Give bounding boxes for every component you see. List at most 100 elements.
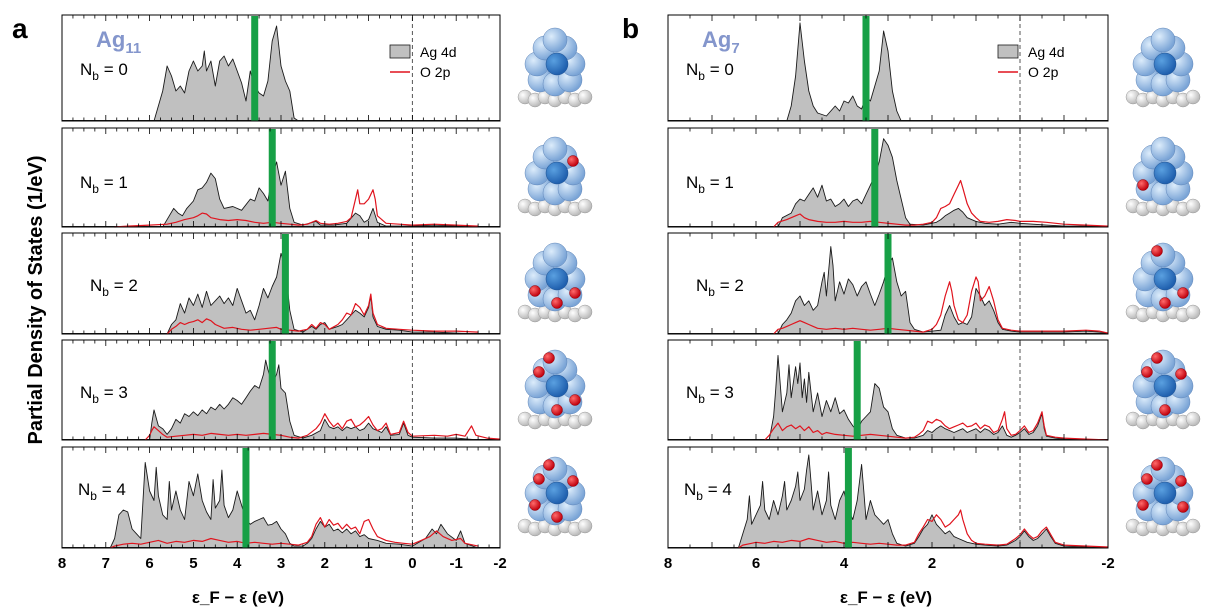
- dos-subplot: Nb = 3: [61, 339, 501, 441]
- o-atom: [551, 297, 563, 309]
- cluster-name: Ag11: [96, 27, 141, 57]
- o-atom: [1177, 501, 1189, 513]
- nb-label: Nb = 1: [686, 173, 734, 196]
- x-tick-label: 1: [364, 555, 372, 572]
- cluster-model: [517, 242, 593, 323]
- ag-atom: [542, 27, 568, 53]
- o-2p-line: [109, 517, 479, 549]
- d-band-center-marker: [268, 341, 276, 440]
- nb-label-n: N: [684, 480, 696, 499]
- o-atom: [543, 459, 555, 471]
- cluster-model: [517, 27, 593, 108]
- x-tick-label: 4: [840, 555, 849, 572]
- nb-label: Nb = 3: [80, 383, 128, 406]
- ag-4d-area: [777, 138, 1109, 228]
- cluster-model: [1125, 136, 1201, 217]
- cluster-model: [517, 349, 593, 430]
- o-atom: [1175, 368, 1187, 380]
- nb-label-value: = 4: [97, 480, 126, 499]
- nb-label-sub: b: [90, 489, 97, 503]
- cluster-model: [517, 456, 593, 537]
- nb-label-sub: b: [92, 182, 99, 196]
- o-atom: [1137, 179, 1149, 191]
- surface-atom: [577, 411, 593, 427]
- ag-atom-center: [545, 374, 569, 398]
- ag-4d-area: [109, 462, 479, 549]
- nb-label-n: N: [80, 383, 92, 402]
- ag-atom: [1150, 136, 1176, 162]
- o-atom: [551, 404, 563, 416]
- o-atom: [543, 352, 555, 364]
- x-tick-label: 3: [277, 555, 285, 572]
- nb-label: Nb = 3: [686, 383, 734, 406]
- o-atom: [567, 155, 579, 167]
- surface-atom: [1185, 198, 1201, 214]
- x-tick-label: 6: [145, 555, 153, 572]
- dos-subplot: Nb = 2: [667, 232, 1109, 335]
- cluster-model: [517, 136, 593, 217]
- ag-4d-area: [777, 246, 1109, 335]
- nb-label-n: N: [78, 480, 90, 499]
- x-tick-label: 0: [1016, 555, 1024, 572]
- ag-atom: [542, 136, 568, 162]
- legend-o-label: O 2p: [420, 64, 451, 80]
- dos-subplot: Nb = 3: [667, 339, 1109, 441]
- nb-label-n: N: [686, 383, 698, 402]
- nb-label-value: = 2: [715, 276, 744, 295]
- o-atom: [1151, 459, 1163, 471]
- o-2p-line: [144, 413, 501, 441]
- ag-atom: [542, 242, 568, 268]
- o-atom: [533, 473, 545, 485]
- surface-atom: [577, 89, 593, 105]
- nb-label-sub: b: [698, 69, 705, 83]
- ag-atom-center: [545, 161, 569, 185]
- nb-label-value: = 0: [705, 60, 734, 79]
- nb-label: Nb = 1: [80, 173, 128, 196]
- o-atom: [1141, 366, 1153, 378]
- ag-atom-center: [1153, 161, 1177, 185]
- legend-ag-label: Ag 4d: [420, 44, 457, 60]
- nb-label-sub: b: [698, 182, 705, 196]
- x-tick-label: 4: [233, 555, 242, 572]
- cluster-name-sub: 11: [125, 40, 141, 57]
- o-atom: [1151, 245, 1163, 257]
- x-tick-label: 6: [752, 555, 760, 572]
- surface-atom: [1185, 411, 1201, 427]
- o-atom: [569, 394, 581, 406]
- surface-atom: [1185, 518, 1201, 534]
- ag-atom-center: [545, 52, 569, 76]
- nb-label-n: N: [686, 60, 698, 79]
- dos-subplot: Nb = 0 Ag7 Ag 4d O 2p: [667, 14, 1109, 122]
- cluster-model: [1125, 27, 1201, 108]
- d-band-center-marker: [844, 448, 852, 548]
- dos-subplot: Nb = 1: [667, 127, 1109, 228]
- cluster-model: [1125, 349, 1201, 430]
- x-tick-label: 8: [664, 555, 672, 572]
- o-atom: [1159, 297, 1171, 309]
- nb-label: Nb = 2: [696, 276, 744, 299]
- surface-atom: [577, 304, 593, 320]
- nb-label-n: N: [90, 276, 102, 295]
- ag-atom: [1150, 27, 1176, 53]
- ag-4d-area: [149, 359, 479, 441]
- o-atom: [551, 511, 563, 523]
- nb-label-value: = 1: [705, 173, 734, 192]
- cluster-name-base: Ag: [96, 27, 125, 52]
- nb-label-sub: b: [708, 285, 715, 299]
- o-atom: [1175, 475, 1187, 487]
- o-atom: [567, 475, 579, 487]
- d-band-center-marker: [884, 234, 892, 334]
- nb-label-sub: b: [102, 285, 109, 299]
- cluster-images: [517, 27, 1201, 537]
- o-2p-line: [764, 411, 1109, 441]
- ag-4d-area: [153, 25, 299, 122]
- surface-atom: [577, 198, 593, 214]
- dos-subplot: Nb = 1: [61, 127, 501, 228]
- y-axis-label: Partial Density of States (1/eV): [25, 156, 47, 445]
- nb-label-n: N: [80, 60, 92, 79]
- cluster-model: [1125, 456, 1201, 537]
- nb-label-value: = 3: [99, 383, 128, 402]
- o-2p-line: [773, 179, 1109, 228]
